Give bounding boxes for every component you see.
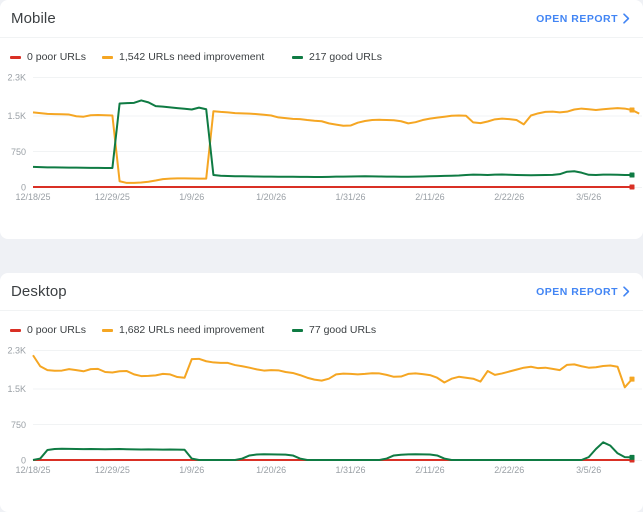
card-header-desktop: Desktop OPEN REPORT	[0, 273, 643, 311]
y-axis-tick-label: 0	[21, 456, 26, 466]
x-axis-tick-label: 12/29/25	[95, 192, 130, 202]
legend-item-poor-desktop[interactable]: 0 poor URLs	[10, 324, 102, 336]
chart-svg-desktop: 0 750 1.5K 2.3K 12/18/25 12/29/25 1/9/26 1/20/2…	[7, 346, 642, 475]
series-line-need_improvement	[32, 107, 640, 184]
x-axis-tick-label: 1/9/26	[179, 465, 204, 475]
open-report-link-mobile[interactable]: OPEN REPORT	[536, 13, 631, 25]
legend-label-good: 217 good URLs	[309, 51, 382, 63]
series-line-good	[32, 99, 633, 178]
legend-swatch-poor-icon	[10, 55, 21, 59]
legend-swatch-good-icon	[292, 55, 303, 59]
x-axis-tick-label: 2/22/26	[494, 465, 524, 475]
y-axis-tick-label: 2.3K	[7, 346, 26, 356]
x-axis-tick-label: 1/20/26	[256, 192, 286, 202]
x-axis-tick-label: 1/31/26	[336, 192, 366, 202]
legend-swatch-poor-icon	[10, 328, 21, 332]
core-web-vitals-card-mobile: Mobile OPEN REPORT 0 poor URLs 1,542 URL…	[0, 0, 643, 239]
series-endpoint-need_improvement	[629, 107, 635, 113]
legend-label-poor: 0 poor URLs	[27, 51, 86, 63]
chart-legend-desktop: 0 poor URLs 1,682 URLs need improvement …	[0, 311, 643, 336]
y-axis-tick-label: 2.3K	[7, 73, 26, 83]
page-title-desktop: Desktop	[11, 283, 67, 300]
legend-item-poor-mobile[interactable]: 0 poor URLs	[10, 51, 102, 63]
series-endpoint-need_improvement	[629, 376, 635, 382]
y-axis-tick-label: 1.5K	[7, 111, 26, 121]
page-title: Mobile	[11, 10, 56, 27]
x-axis-tick-label: 2/11/26	[415, 465, 444, 475]
x-axis-tick-label: 2/11/26	[415, 192, 444, 202]
legend-swatch-need-improvement-icon	[102, 55, 113, 59]
x-axis-tick-label: 12/18/25	[15, 192, 50, 202]
legend-item-good-desktop[interactable]: 77 good URLs	[292, 324, 376, 336]
legend-label-need-improvement: 1,542 URLs need improvement	[119, 51, 265, 63]
legend-label-good: 77 good URLs	[309, 324, 377, 336]
x-axis-tick-label: 3/5/26	[576, 192, 601, 202]
legend-label-need-improvement: 1,682 URLs need improvement	[119, 324, 265, 336]
series-line-good	[32, 441, 633, 461]
legend-item-need-improvement-mobile[interactable]: 1,542 URLs need improvement	[102, 51, 292, 63]
card-divider-gap	[0, 239, 643, 273]
legend-item-good-mobile[interactable]: 217 good URLs	[292, 51, 382, 63]
open-report-label: OPEN REPORT	[536, 285, 618, 298]
chevron-right-icon	[622, 13, 631, 24]
y-axis-tick-label: 750	[11, 420, 26, 430]
series-endpoint-good	[629, 454, 635, 460]
legend-label-poor: 0 poor URLs	[27, 324, 86, 336]
core-web-vitals-card-desktop: Desktop OPEN REPORT 0 poor URLs 1,682 UR…	[0, 273, 643, 512]
x-axis-tick-label: 1/31/26	[336, 465, 366, 475]
chart-desktop[interactable]: 0 750 1.5K 2.3K 12/18/25 12/29/25 1/9/26 1/20/2…	[0, 342, 643, 497]
series-line-need_improvement	[32, 354, 633, 389]
card-header-mobile: Mobile OPEN REPORT	[0, 0, 643, 38]
open-report-link-desktop[interactable]: OPEN REPORT	[536, 286, 631, 298]
legend-swatch-good-icon	[292, 328, 303, 332]
chevron-right-icon	[622, 286, 631, 297]
chart-svg-mobile: 0 750 1.5K 2.3K 12/18/25 12/29/25 1/9/26 1/20/2…	[7, 73, 642, 202]
legend-swatch-need-improvement-icon	[102, 328, 113, 332]
y-axis-tick-label: 0	[21, 183, 26, 193]
x-axis-tick-label: 1/9/26	[179, 192, 204, 202]
x-axis-tick-label: 12/29/25	[95, 465, 130, 475]
y-axis-tick-label: 750	[11, 147, 26, 157]
series-endpoint-good	[629, 172, 635, 178]
x-axis-tick-label: 12/18/25	[15, 465, 50, 475]
series-endpoint-poor	[629, 184, 635, 190]
x-axis-tick-label: 1/20/26	[256, 465, 286, 475]
x-axis-tick-label: 3/5/26	[576, 465, 601, 475]
chart-legend-mobile: 0 poor URLs 1,542 URLs need improvement …	[0, 38, 643, 63]
y-axis-tick-label: 1.5K	[7, 384, 26, 394]
chart-mobile[interactable]: 0 750 1.5K 2.3K 12/18/25 12/29/25 1/9/26 1/20/2…	[0, 69, 643, 224]
legend-item-need-improvement-desktop[interactable]: 1,682 URLs need improvement	[102, 324, 292, 336]
open-report-label: OPEN REPORT	[536, 12, 618, 25]
x-axis-tick-label: 2/22/26	[494, 192, 524, 202]
